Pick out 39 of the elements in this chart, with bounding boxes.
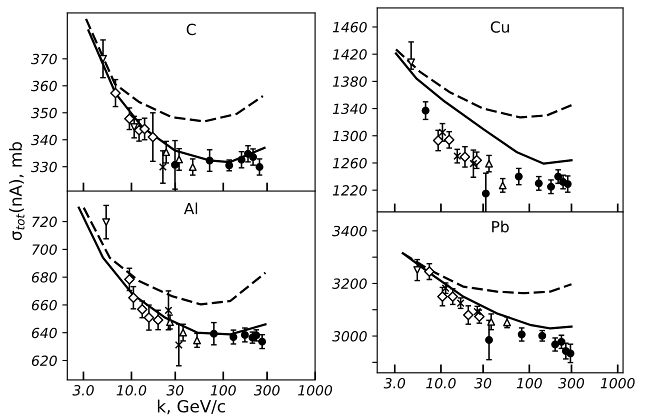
y-tick-label: 1220 [332,185,367,196]
y-tick-label: 1340 [332,104,367,114]
text: Cu [490,21,509,33]
y-tick-label: 330 [31,162,57,172]
y-tick-label: 1460 [332,22,367,32]
y-tick-label: 3400 [332,226,367,236]
x-tick-label: 1000 [600,378,635,388]
y-tick-label: 700 [32,244,57,255]
x-tick-label: 30 [166,385,184,396]
text: Al [184,202,198,214]
x-tick-label: 300 [254,385,280,396]
y-tick-label: 640 [32,328,57,338]
y-tick-label: 360 [31,80,57,92]
x-tick-label: 100 [210,385,236,396]
y-tick-label: 3200 [332,278,367,289]
y-tick-label: 620 [32,355,57,366]
y-tick-label: 1260 [332,158,367,168]
y-tick-label: 660 [32,300,57,310]
chart-title: Pb [492,220,509,232]
x-tick-label: 3.0 [72,385,94,396]
y-axis-title: σ$_{tot}$(nA), mb [9,142,25,240]
x-tick-label: 100 [516,378,542,388]
text: C [186,24,196,36]
y-tick-label: 1420 [332,49,367,60]
x-tick-label: 1000 [298,385,332,396]
x-tick-label: 300 [558,378,584,388]
x-tick-label: 3.0 [384,378,406,388]
y-tick-label: 3000 [332,331,367,342]
y-tick-label: 350 [31,108,57,118]
x-axis-title: k, GeV/c [158,400,225,414]
y-tick-label: 1300 [332,130,367,142]
y-tick-label: 720 [32,216,57,228]
y-tick-label: 370 [31,54,57,64]
x-tick-label: 10.0 [116,385,146,396]
x-tick-label: 10.0 [426,378,456,388]
y-tick-label: 680 [32,272,57,283]
x-tick-label: 30 [474,378,492,388]
y-tick-label: 1380 [332,76,367,87]
y-tick-label: 340 [31,134,57,146]
